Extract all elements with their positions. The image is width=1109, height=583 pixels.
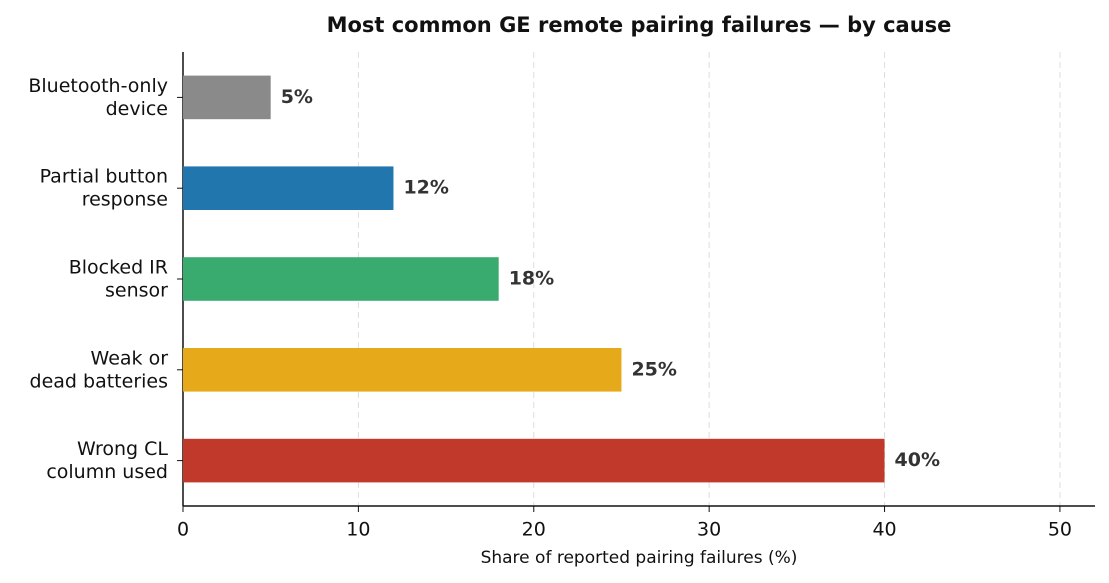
bar — [183, 257, 499, 301]
bar — [183, 438, 885, 483]
x-tick-label: 40 — [872, 519, 896, 541]
x-tick-label: 10 — [346, 519, 370, 541]
y-tick-label: Bluetooth-only device — [28, 74, 168, 119]
bar — [183, 75, 271, 120]
value-label: 40% — [895, 449, 940, 471]
bar — [183, 166, 394, 210]
y-tick-label: Partial button response — [40, 165, 168, 210]
y-tick-label: Weak or dead batteries — [30, 347, 169, 392]
y-tick-label: Wrong CL column used — [46, 438, 168, 483]
value-label: 5% — [281, 86, 313, 108]
bar — [183, 348, 622, 392]
x-axis-label: Share of reported pairing failures (%) — [481, 548, 798, 568]
chart-title: Most common GE remote pairing failures —… — [327, 13, 952, 37]
x-tick-label: 30 — [697, 519, 721, 541]
x-tick-label: 0 — [177, 519, 189, 541]
y-tick-label: Blocked IR sensor — [69, 256, 168, 301]
value-label: 25% — [631, 358, 676, 380]
x-tick-label: 20 — [522, 519, 546, 541]
x-tick-label: 50 — [1048, 519, 1072, 541]
value-label: 18% — [509, 268, 554, 290]
value-label: 12% — [403, 177, 448, 199]
